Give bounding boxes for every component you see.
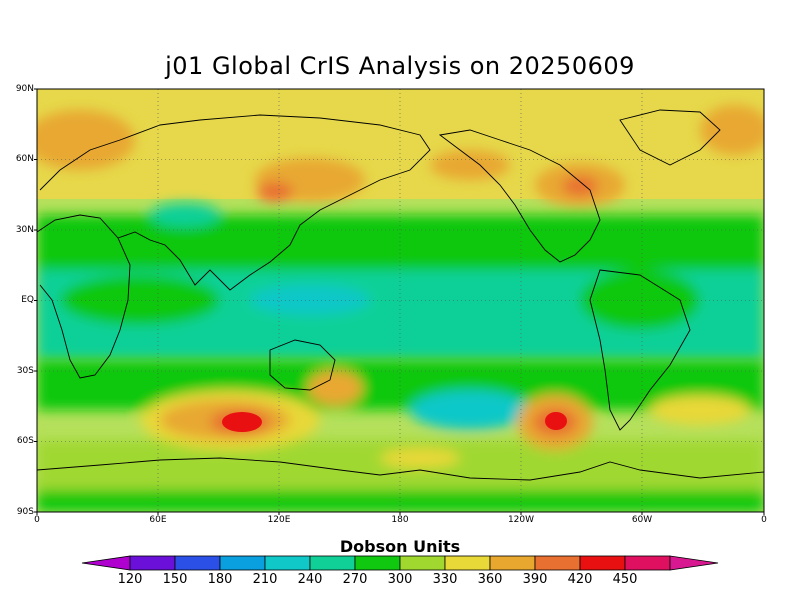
region-canada-red [562,176,598,196]
core-sio-450 [222,412,262,432]
coast-south-america [589,269,691,431]
coast-australia [269,339,336,391]
colorbar-segment [579,555,626,571]
colorbar-tick-label: 420 [567,572,593,587]
band-subtropic-green [37,215,764,270]
region-africa-green [60,275,220,325]
coastlines [37,109,764,481]
colorbar-tick-label: 330 [432,572,458,587]
map-title: j01 Global CrIS Analysis on 20250609 [165,52,635,80]
region-siberia-red [257,182,293,202]
colorbar [81,555,719,571]
lat-label-eq: EQ [21,295,34,305]
colorbar-segment [534,555,581,571]
colorbar-segment [264,555,311,571]
colorbar-tick-label: 240 [297,572,323,587]
region-ross-yellow [380,448,460,468]
colorbar-tick-label: 300 [387,572,413,587]
lon-label-120w: 120W [507,515,535,525]
colorbar-arrow-low [81,555,131,571]
colorbar-segment [354,555,401,571]
lat-label-60n: 60N [15,154,34,164]
coast-greenland [619,109,721,166]
colorbar-tick-label: 270 [342,572,368,587]
colorbar-tick-label: 210 [252,572,278,587]
lon-label-60w: 60W [631,515,653,525]
coast-antarctica [37,457,764,481]
colorbar-segment [444,555,491,571]
coast-north-america [438,129,601,263]
colorbar-segment [219,555,266,571]
region-satlantic-yellow [650,395,750,425]
lon-label-60e: 60E [149,515,167,525]
lon-label-180: 180 [391,515,409,525]
region-samerica-green [580,270,700,330]
colorbar-tick-label: 390 [522,572,548,587]
axis-ticks [34,88,765,515]
colorbar-segment [309,555,356,571]
band-south-green [37,360,764,410]
region-india-teal [150,203,220,227]
band-pole-green [37,490,764,512]
region-greenland-orange [700,105,764,155]
region-europe-orange [37,110,135,170]
region-maritime-cyan [250,285,370,315]
lat-label-60s: 60S [16,436,34,446]
colorbar-tick-label: 450 [612,572,638,587]
colorbar-segment [174,555,221,571]
graticule [37,89,764,512]
region-tasman-orange [307,370,363,406]
region-spacific-cyan [410,390,530,430]
colorbar-tick-label: 150 [162,572,188,587]
colorbar-tick-label: 180 [207,572,233,587]
coast-eurasia [39,114,431,291]
colorbar-tick-label: 120 [117,572,143,587]
colorbar-tick-label: 360 [477,572,503,587]
ozone-field [37,89,764,512]
lat-label-90s: 90S [16,507,34,517]
colorbar-title: Dobson Units [339,537,461,556]
colorbar-segment [624,555,671,571]
colorbar-segment [489,555,536,571]
lon-label-120e: 120E [267,515,291,525]
band-north-yellow [37,89,764,199]
lon-label-0-end: 0 [761,515,767,525]
region-alaska-orange [430,150,510,180]
colorbar-segment [129,555,176,571]
coast-africa [37,214,131,379]
colorbar-segment [399,555,446,571]
lat-label-90n: 90N [15,84,34,94]
core-sepacific-450 [545,412,567,430]
colorbar-arrow-high [669,555,719,571]
lat-label-30s: 30S [16,366,34,376]
lat-label-30n: 30N [15,225,34,235]
lon-label-0: 0 [34,515,40,525]
